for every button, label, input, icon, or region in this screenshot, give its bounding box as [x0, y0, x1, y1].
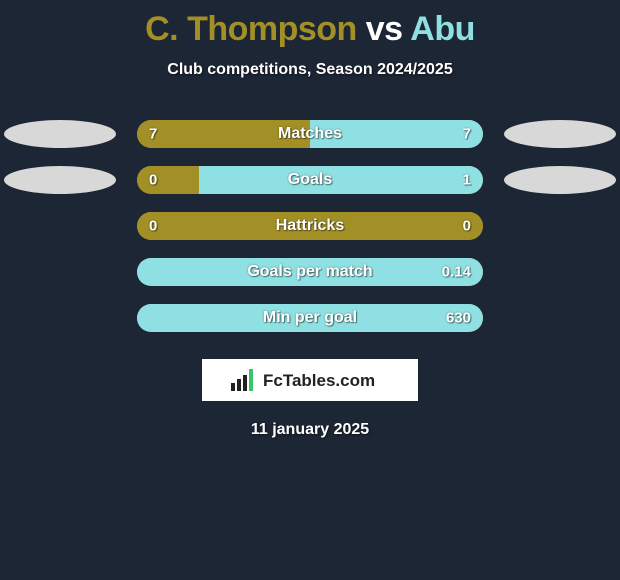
comparison-title: C. Thompson vs Abu [0, 0, 620, 49]
stat-bar-p2 [310, 120, 483, 148]
player2-ellipse [504, 120, 616, 148]
stat-bar-p2 [137, 304, 483, 332]
stat-row: Hattricks00 [0, 203, 620, 249]
stat-bar-p1 [137, 166, 199, 194]
stat-bar-p1 [137, 120, 310, 148]
stats-container: Matches77 Goals01 Hattricks00 Goals per mat… [0, 111, 620, 341]
brand-badge: FcTables.com [202, 359, 418, 401]
player1-ellipse [4, 120, 116, 148]
stat-bar-track: Matches77 [137, 120, 483, 148]
player1-ellipse [4, 166, 116, 194]
stat-row: Min per goal630 [0, 295, 620, 341]
brand-logo: FcTables.com [225, 365, 395, 395]
subtitle: Club competitions, Season 2024/2025 [0, 61, 620, 79]
stat-row: Matches77 [0, 111, 620, 157]
player2-name: Abu [410, 10, 475, 48]
stat-row: Goals01 [0, 157, 620, 203]
stat-bar-track: Goals01 [137, 166, 483, 194]
stat-bar-track: Goals per match0.14 [137, 258, 483, 286]
stat-row: Goals per match0.14 [0, 249, 620, 295]
player1-name: C. Thompson [145, 10, 357, 48]
stat-bar-p2 [199, 166, 483, 194]
player2-ellipse [504, 166, 616, 194]
stat-bar-track: Min per goal630 [137, 304, 483, 332]
vs-text: vs [357, 10, 410, 48]
brand-text: FcTables.com [263, 371, 375, 390]
date-text: 11 january 2025 [0, 421, 620, 439]
stat-bar-track: Hattricks00 [137, 212, 483, 240]
stat-bar-p1 [137, 212, 483, 240]
stat-bar-p2 [137, 258, 483, 286]
